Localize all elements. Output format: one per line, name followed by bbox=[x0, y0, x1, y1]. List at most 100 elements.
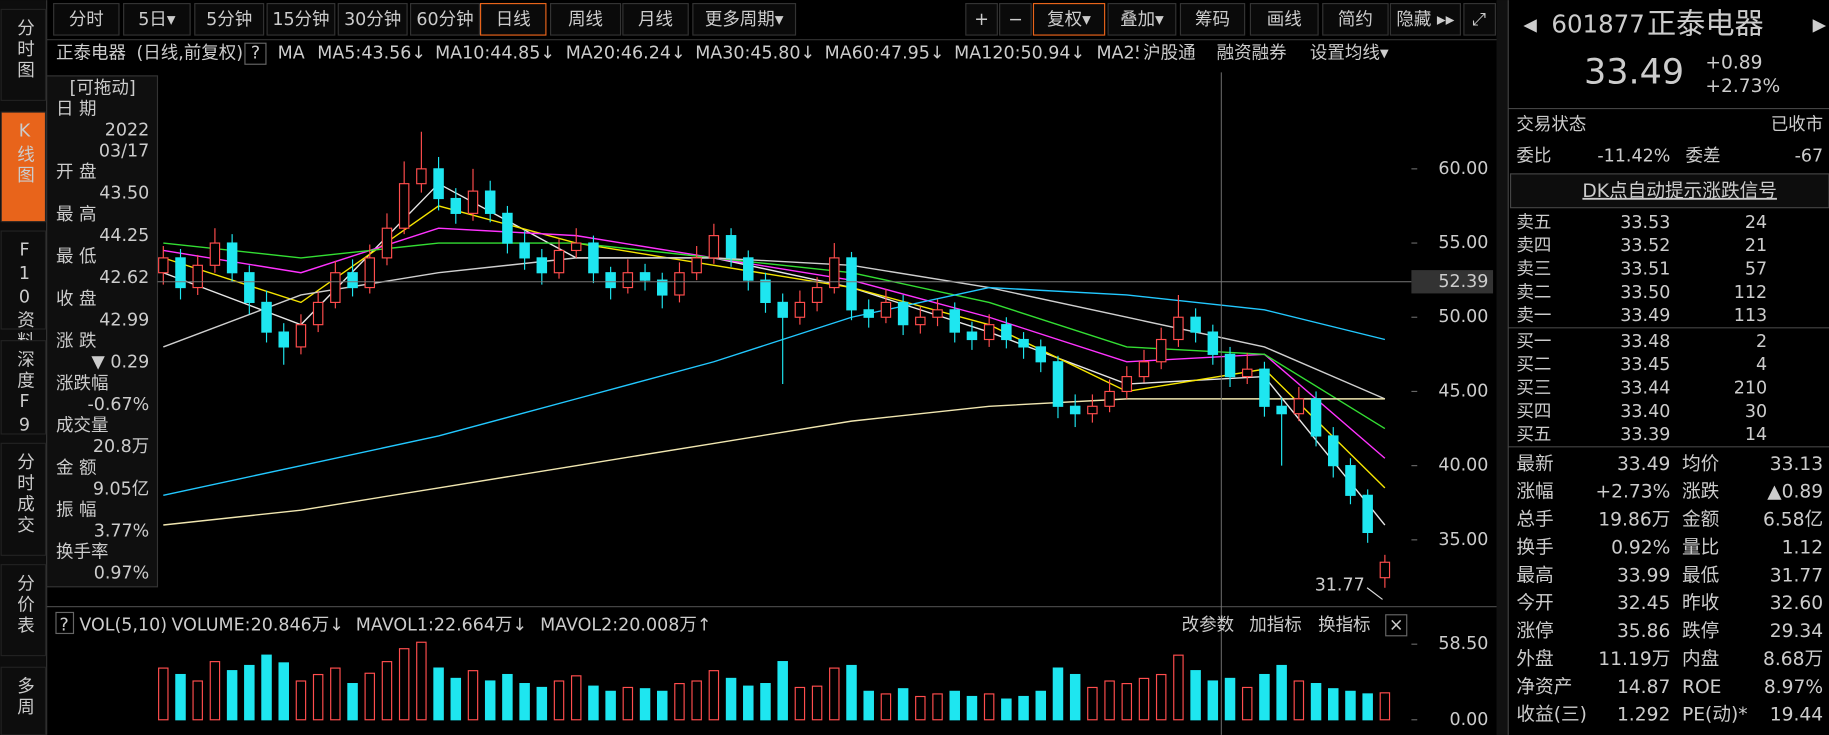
prev-arrow[interactable]: ◀ bbox=[1523, 16, 1537, 36]
status: 已收市 bbox=[1771, 115, 1823, 135]
sidebar-tab[interactable] bbox=[0, 8, 47, 101]
help[interactable]: ? bbox=[251, 44, 260, 64]
sidebar-label[interactable]: K线图 bbox=[14, 121, 34, 186]
period-label[interactable]: 月线 bbox=[638, 10, 673, 30]
tool-label[interactable]: − bbox=[1008, 10, 1023, 30]
tool-label[interactable]: 叠加▾ bbox=[1120, 10, 1164, 30]
volume-button[interactable]: 改参数 bbox=[1182, 615, 1234, 635]
stock-code: 601877 bbox=[1551, 10, 1644, 39]
chart-link[interactable]: 沪股通 bbox=[1143, 44, 1195, 64]
tool-label[interactable]: 简约 bbox=[1338, 10, 1373, 30]
tool-label[interactable]: 复权▾ bbox=[1047, 10, 1091, 30]
tool-button[interactable] bbox=[1249, 2, 1319, 36]
tool-button[interactable] bbox=[999, 2, 1032, 36]
candle-body bbox=[433, 168, 444, 200]
close-box[interactable] bbox=[1385, 614, 1408, 637]
period-label[interactable]: 15分钟 bbox=[272, 10, 329, 30]
sidebar-tab[interactable] bbox=[0, 230, 47, 330]
tool-label[interactable]: 隐藏 ▸▸ bbox=[1396, 10, 1454, 30]
period-label[interactable]: 5分钟 bbox=[206, 10, 252, 30]
sidebar-label[interactable]: 分时成交 bbox=[14, 453, 34, 537]
info-label: 最 低 bbox=[56, 247, 97, 267]
chart-link[interactable]: 设置均线▾ bbox=[1310, 44, 1389, 64]
help-box[interactable] bbox=[244, 42, 267, 65]
close-icon[interactable]: × bbox=[1389, 615, 1404, 635]
candle-body bbox=[915, 316, 926, 326]
period-label[interactable]: 60分钟 bbox=[416, 10, 473, 30]
period-label[interactable]: 更多周期▾ bbox=[705, 10, 784, 30]
info-value: 03/17 bbox=[99, 142, 149, 162]
stat-value: 8.97% bbox=[1764, 677, 1823, 698]
candle-body bbox=[398, 183, 410, 229]
candle-body bbox=[330, 272, 341, 303]
volume-button[interactable]: 加指标 bbox=[1249, 615, 1301, 635]
period-label[interactable]: 周线 bbox=[568, 10, 603, 30]
help[interactable]: ? bbox=[60, 615, 69, 635]
sidebar-tab[interactable] bbox=[0, 564, 47, 657]
tool-label[interactable]: 筹码 bbox=[1195, 10, 1230, 30]
tool-button[interactable] bbox=[1032, 2, 1106, 36]
period-button[interactable] bbox=[53, 2, 120, 36]
tool-button[interactable] bbox=[965, 2, 998, 36]
period-label[interactable]: 日线 bbox=[496, 10, 531, 30]
sidebar-label[interactable]: 深度F9 bbox=[14, 350, 34, 439]
period-button[interactable] bbox=[194, 2, 265, 36]
sidebar-label[interactable]: F10资料 bbox=[14, 240, 34, 352]
volume-bar bbox=[1345, 690, 1356, 721]
candle-body bbox=[553, 249, 565, 274]
tool-button[interactable] bbox=[1389, 2, 1461, 36]
chart-link[interactable]: 融资融券 bbox=[1217, 44, 1287, 64]
signal-link[interactable]: DK点自动提示涨跌信号 bbox=[1582, 181, 1777, 202]
period-button[interactable] bbox=[337, 2, 408, 36]
drag-label[interactable]: [可拖动] bbox=[70, 79, 136, 99]
book-volume: 30 bbox=[1745, 402, 1767, 422]
candle-body bbox=[880, 301, 892, 318]
volume-bar bbox=[794, 686, 806, 721]
y-tick-label: 0.00 bbox=[1449, 710, 1488, 730]
tool-button[interactable] bbox=[1179, 2, 1246, 36]
next-arrow[interactable]: ▶ bbox=[1813, 16, 1827, 36]
expand-icon[interactable]: ⤢ bbox=[1472, 10, 1486, 30]
period-button[interactable] bbox=[479, 2, 547, 36]
tool-label[interactable]: + bbox=[974, 10, 989, 30]
tool-label[interactable]: 画线 bbox=[1267, 10, 1302, 30]
ma-legend: MA25 bbox=[1096, 44, 1145, 64]
sidebar-tab[interactable] bbox=[0, 442, 47, 556]
ma-legend: MA60:47.95↓ bbox=[825, 44, 945, 64]
info-label: 开 盘 bbox=[56, 163, 97, 183]
period-button[interactable] bbox=[692, 2, 797, 36]
candle-body bbox=[1121, 376, 1133, 393]
period-label[interactable]: 30分钟 bbox=[344, 10, 401, 30]
change-pct: +2.73% bbox=[1705, 76, 1780, 97]
candle-body bbox=[605, 272, 616, 289]
period-label[interactable]: 分时 bbox=[69, 10, 104, 30]
period-button[interactable] bbox=[622, 2, 689, 36]
volume-bar bbox=[244, 664, 255, 721]
sidebar-tab[interactable] bbox=[0, 340, 47, 435]
volume-bar bbox=[1293, 680, 1305, 721]
tool-button[interactable] bbox=[1322, 2, 1389, 36]
info-label: 换手率 bbox=[56, 543, 108, 563]
sidebar-label[interactable]: 分时图 bbox=[14, 19, 34, 82]
candle-body bbox=[691, 257, 702, 274]
period-button[interactable] bbox=[410, 2, 480, 36]
volume-bar bbox=[364, 672, 376, 721]
panel-handle[interactable] bbox=[1496, 0, 1509, 735]
period-button[interactable] bbox=[123, 2, 191, 36]
period-button[interactable] bbox=[266, 2, 336, 36]
info-box[interactable] bbox=[46, 75, 159, 588]
volume-button[interactable]: 换指标 bbox=[1318, 615, 1370, 635]
tool-button[interactable] bbox=[1107, 2, 1177, 36]
book-price: 33.49 bbox=[1620, 306, 1670, 326]
sidebar-tab[interactable] bbox=[0, 111, 47, 223]
stat-label: 换手 bbox=[1516, 537, 1553, 558]
expand-button[interactable] bbox=[1463, 2, 1496, 36]
period-button[interactable] bbox=[549, 2, 622, 36]
period-label[interactable]: 5日▾ bbox=[138, 10, 176, 30]
sidebar-label[interactable]: 分价表 bbox=[14, 574, 34, 637]
sidebar-tab[interactable] bbox=[0, 666, 47, 735]
help-box[interactable] bbox=[55, 611, 75, 635]
sidebar-label[interactable]: 多周 bbox=[14, 677, 34, 719]
book-label: 买三 bbox=[1516, 378, 1551, 398]
candle-body bbox=[467, 190, 479, 214]
